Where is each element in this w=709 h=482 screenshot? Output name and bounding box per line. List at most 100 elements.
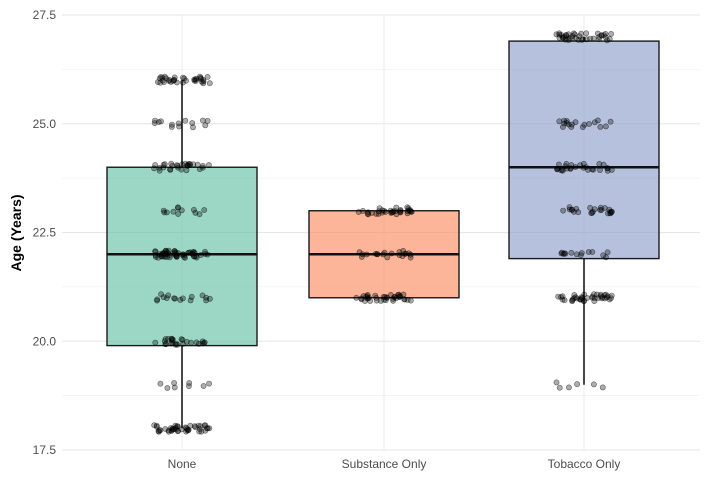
data-point (604, 167, 611, 174)
data-point (158, 118, 164, 125)
data-point (597, 291, 604, 298)
data-point (193, 339, 200, 346)
data-point (367, 298, 373, 304)
data-point (382, 209, 389, 215)
data-point (381, 249, 388, 256)
data-point (188, 339, 194, 346)
data-point (578, 30, 584, 37)
x-tick-label: Tobacco Only (548, 457, 621, 471)
data-point (204, 118, 211, 124)
data-point (157, 74, 164, 80)
boxes (106, 36, 660, 429)
data-point (164, 385, 171, 391)
data-point (574, 381, 580, 388)
data-point (175, 120, 182, 127)
data-point (401, 296, 408, 303)
data-point (157, 380, 164, 387)
data-point (401, 250, 408, 257)
data-point (202, 248, 208, 255)
data-point (169, 339, 176, 346)
data-point (175, 211, 181, 217)
data-point (590, 166, 597, 173)
data-point (571, 295, 577, 301)
data-point (171, 380, 177, 386)
data-point (363, 293, 369, 300)
data-point (365, 209, 371, 216)
data-point (152, 339, 159, 346)
data-point (596, 160, 603, 167)
data-point (596, 34, 602, 40)
data-point (177, 296, 184, 303)
data-point (201, 422, 208, 429)
data-point (553, 379, 560, 386)
data-point (407, 297, 414, 304)
data-point (178, 207, 185, 214)
data-point (163, 75, 170, 82)
data-point (190, 124, 196, 131)
data-point (165, 292, 172, 299)
data-point (383, 294, 390, 301)
data-point (388, 250, 395, 257)
data-point (364, 291, 371, 298)
data-point (359, 207, 366, 214)
data-point (397, 206, 404, 213)
data-point (189, 120, 196, 126)
data-point (584, 295, 591, 301)
data-point (151, 120, 158, 126)
box-tobacco-only (508, 36, 660, 385)
data-point (603, 123, 609, 130)
data-point (597, 124, 604, 130)
data-point (171, 295, 177, 302)
data-point (566, 204, 573, 211)
data-point (159, 77, 166, 84)
data-point (560, 207, 566, 214)
data-point (591, 298, 598, 304)
data-point (173, 253, 180, 260)
data-point (599, 384, 606, 391)
data-point (602, 295, 608, 302)
data-point (397, 209, 403, 215)
x-tick-labels: None Substance Only Tobacco Only (168, 457, 621, 471)
box-body (508, 40, 660, 260)
data-point (153, 423, 160, 430)
data-point (569, 35, 575, 42)
data-point (607, 118, 614, 125)
data-point (187, 249, 194, 256)
data-point (379, 207, 386, 214)
y-tick-label: 17.5 (33, 443, 57, 457)
data-point (373, 294, 380, 301)
data-point (161, 161, 168, 168)
data-point (163, 250, 170, 257)
data-point (591, 119, 598, 126)
data-point (407, 208, 414, 215)
data-point (404, 210, 411, 217)
data-point (568, 249, 575, 256)
data-point (608, 210, 614, 216)
data-point (396, 294, 403, 300)
data-point (583, 36, 590, 43)
data-point (172, 249, 178, 256)
data-point (193, 75, 200, 82)
data-point (590, 35, 597, 42)
data-point (202, 250, 208, 257)
data-point (375, 208, 382, 215)
data-point (591, 291, 597, 298)
data-point (597, 167, 603, 173)
data-point (363, 251, 370, 258)
data-point (602, 205, 608, 211)
data-point (167, 79, 174, 85)
data-point (560, 124, 566, 130)
data-point (553, 31, 560, 38)
data-point (200, 76, 207, 83)
data-point (588, 210, 595, 216)
data-point (387, 207, 394, 214)
data-point (185, 161, 192, 167)
data-point (581, 121, 588, 128)
data-point (190, 206, 197, 213)
jitter-points (151, 30, 615, 435)
data-point (558, 167, 565, 174)
data-point (187, 297, 194, 304)
data-point (183, 167, 190, 174)
data-point (578, 37, 585, 43)
